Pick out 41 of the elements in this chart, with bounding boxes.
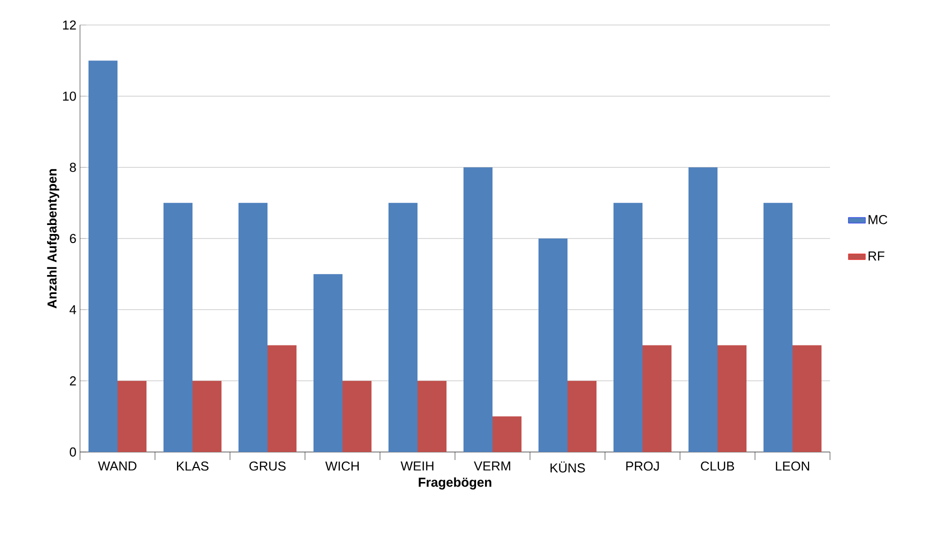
- x-axis-title: Fragebögen: [418, 477, 492, 490]
- x-tick-label: VERM: [474, 462, 510, 470]
- bar: [342, 380, 372, 452]
- x-tick-label: LEON: [776, 462, 810, 471]
- x-tick-label: WICH: [325, 462, 359, 471]
- x-tick-label: KÜNS: [550, 462, 585, 472]
- bar: [464, 167, 493, 452]
- bar: [792, 345, 822, 452]
- bar: [418, 380, 447, 452]
- y-tick-label: 12: [63, 20, 76, 30]
- y-tick-label: 2: [70, 376, 76, 386]
- legend-label: RF: [868, 252, 884, 260]
- y-tick-label: 4: [70, 305, 76, 314]
- bar: [538, 238, 568, 452]
- bar: [164, 202, 192, 452]
- x-tick-label: GRUS: [249, 462, 286, 471]
- x-tick-label: PROJ: [626, 462, 659, 471]
- bar: [764, 202, 793, 452]
- y-tick-label: 6: [70, 234, 76, 244]
- bar: [118, 380, 146, 452]
- bar: [492, 416, 522, 452]
- x-tick-label: KLAS: [177, 462, 208, 471]
- y-tick-label: 0: [70, 447, 76, 457]
- x-tick-label: WEIH: [400, 462, 434, 470]
- bar: [192, 380, 222, 452]
- bar: [388, 202, 418, 452]
- bar: [614, 202, 643, 452]
- x-tick-label: WAND: [98, 462, 136, 470]
- legend-label: MC: [868, 215, 888, 224]
- y-tick-label: 8: [70, 162, 76, 172]
- bar: [268, 345, 297, 452]
- bar: [642, 345, 672, 452]
- bar: [314, 274, 343, 452]
- bar: [568, 380, 597, 452]
- y-axis-title: Anzahl Aufgabentypen: [47, 169, 60, 308]
- bar: [238, 202, 268, 452]
- bar: [688, 167, 718, 452]
- bar: [88, 60, 118, 452]
- y-tick-label: 10: [63, 92, 76, 101]
- bar: [718, 345, 747, 452]
- x-tick-label: CLUB: [700, 462, 734, 471]
